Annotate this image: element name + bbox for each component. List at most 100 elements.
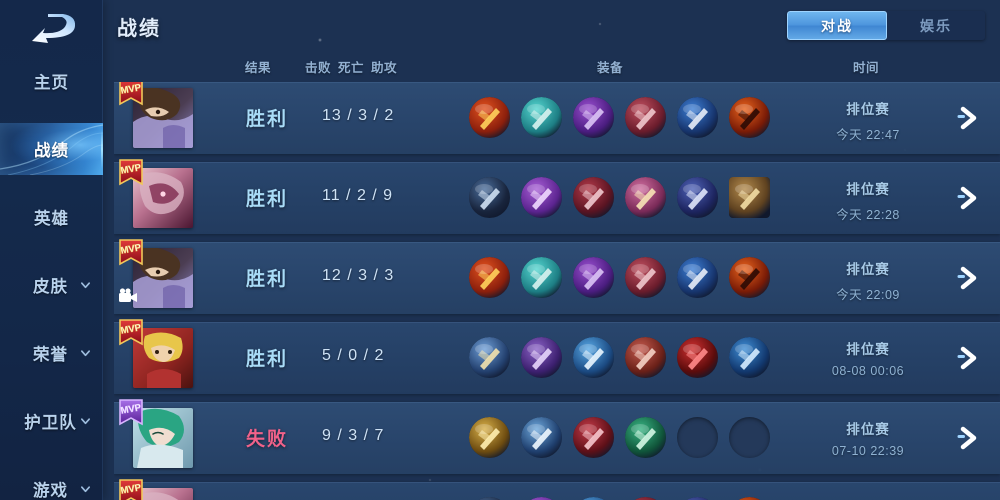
equipment-slot[interactable]	[521, 257, 562, 298]
sidebar-item-6[interactable]: 护卫队	[0, 395, 103, 447]
replay-video-icon[interactable]	[118, 288, 138, 304]
equipment-slot[interactable]	[469, 97, 510, 138]
equipment-slot[interactable]	[521, 417, 562, 458]
equipment-slot[interactable]	[677, 497, 718, 500]
match-history-list[interactable]: MVP 胜利 13 / 3 / 2	[114, 82, 1000, 500]
item-crimson-gauntlet-icon	[625, 97, 666, 138]
chevron-down-icon[interactable]	[80, 484, 91, 495]
item-fire-orb-icon	[738, 497, 761, 500]
match-kda: 9 / 3 / 7	[322, 427, 385, 444]
hero-avatar[interactable]	[133, 248, 193, 308]
item-blue-staff-icon	[677, 177, 718, 218]
hero-portrait-brown-hair-icon	[133, 88, 193, 148]
equipment-slot[interactable]	[729, 257, 770, 298]
equipment-slot[interactable]	[677, 417, 718, 458]
equipment-slot[interactable]	[625, 497, 666, 500]
equipment-slot[interactable]	[729, 97, 770, 138]
match-timestamp: 08-08 00:06	[831, 364, 905, 378]
svg-text:MVP: MVP	[120, 322, 143, 337]
match-row[interactable]: MVP 胜利 13 / 3 / 2	[114, 82, 1000, 154]
hero-avatar[interactable]	[133, 488, 193, 500]
chevron-right-icon[interactable]	[954, 263, 984, 293]
equipment-slot[interactable]	[521, 337, 562, 378]
equipment-slot[interactable]	[469, 337, 510, 378]
mode-tabs: 对战 娱乐	[787, 11, 985, 40]
item-red-spear-icon	[634, 497, 657, 500]
match-row[interactable]: MVP 失败 9 / 3 / 7	[114, 399, 1000, 474]
equipment-slot[interactable]	[573, 417, 614, 458]
match-detail-button[interactable]	[954, 263, 984, 293]
sidebar-item-label: 皮肤	[33, 278, 68, 296]
equipment-slot[interactable]	[625, 97, 666, 138]
chevron-right-icon[interactable]	[954, 103, 984, 133]
sidebar-item-7[interactable]: 游戏	[0, 463, 103, 500]
tab-entertainment[interactable]: 娱乐	[887, 11, 985, 40]
equipment-slot[interactable]	[469, 257, 510, 298]
column-headers: 结果 击败 死亡 助攻 装备 时间	[103, 57, 1000, 81]
hero-avatar[interactable]	[133, 168, 193, 228]
equipment-slot[interactable]	[729, 417, 770, 458]
equipment-slot[interactable]	[521, 97, 562, 138]
chevron-right-icon[interactable]	[954, 343, 984, 373]
equipment-slot[interactable]	[573, 257, 614, 298]
hero-avatar[interactable]	[133, 88, 193, 148]
tab-pvp[interactable]: 对战	[787, 11, 887, 40]
sidebar-item-label: 游戏	[33, 482, 68, 500]
equipment-slot[interactable]	[469, 177, 510, 218]
replay-button[interactable]	[118, 288, 138, 304]
equipment-list	[469, 417, 770, 458]
equipment-slot[interactable]	[729, 177, 770, 218]
item-red-book-icon	[573, 417, 614, 458]
match-detail-button[interactable]	[954, 103, 984, 133]
app-logo[interactable]	[0, 0, 103, 55]
equipment-list	[469, 177, 770, 218]
match-detail-button[interactable]	[954, 423, 984, 453]
equipment-slot[interactable]	[729, 337, 770, 378]
sidebar-item-5[interactable]: 荣誉	[0, 327, 103, 379]
equipment-slot[interactable]	[469, 497, 510, 500]
equipment-slot[interactable]	[677, 177, 718, 218]
sidebar-item-4[interactable]: 皮肤	[0, 259, 103, 311]
equipment-slot[interactable]	[729, 497, 770, 500]
mvp-badge: MVP	[116, 82, 146, 112]
item-green-talisman-icon	[625, 417, 666, 458]
equipment-slot[interactable]	[521, 177, 562, 218]
equipment-slot[interactable]	[521, 497, 562, 500]
item-blue-staff-icon	[686, 497, 709, 500]
equipment-slot[interactable]	[677, 257, 718, 298]
match-detail-button[interactable]	[954, 183, 984, 213]
match-row[interactable]: MVP	[114, 479, 1000, 500]
equipment-list	[469, 337, 770, 378]
sidebar: 主页 战绩英雄皮肤荣誉护卫队游戏社交	[0, 0, 103, 500]
chevron-right-icon[interactable]	[954, 423, 984, 453]
chevron-right-icon[interactable]	[954, 183, 984, 213]
match-mode: 排位赛	[846, 262, 890, 277]
chevron-down-icon[interactable]	[80, 416, 91, 427]
equipment-slot[interactable]	[573, 497, 614, 500]
chevron-down-icon[interactable]	[80, 280, 91, 291]
item-violet-swirl-icon	[530, 497, 553, 500]
match-row[interactable]: MVP 胜利 5 / 0 / 2	[114, 319, 1000, 394]
equipment-slot[interactable]	[573, 337, 614, 378]
sidebar-item-1[interactable]: 主页	[0, 55, 103, 107]
equipment-slot[interactable]	[625, 257, 666, 298]
equipment-slot[interactable]	[469, 417, 510, 458]
equipment-slot[interactable]	[677, 337, 718, 378]
equipment-slot[interactable]	[573, 177, 614, 218]
equipment-slot[interactable]	[625, 417, 666, 458]
equipment-slot[interactable]	[573, 97, 614, 138]
equipment-slot[interactable]	[625, 337, 666, 378]
sidebar-item-2[interactable]: 战绩	[0, 123, 103, 175]
equipment-slot[interactable]	[625, 177, 666, 218]
sidebar-item-3[interactable]: 英雄	[0, 191, 103, 243]
match-row[interactable]: MVP 胜利 11 / 2 / 9	[114, 159, 1000, 234]
hero-avatar[interactable]	[133, 328, 193, 388]
match-result: 胜利	[246, 109, 289, 130]
hero-avatar[interactable]	[133, 408, 193, 468]
match-row[interactable]: MVP 胜利 12 / 3 / 3	[114, 239, 1000, 314]
chevron-down-icon[interactable]	[80, 348, 91, 359]
match-detail-button[interactable]	[954, 343, 984, 373]
match-kda: 12 / 3 / 3	[322, 267, 395, 284]
equipment-slot[interactable]	[677, 97, 718, 138]
